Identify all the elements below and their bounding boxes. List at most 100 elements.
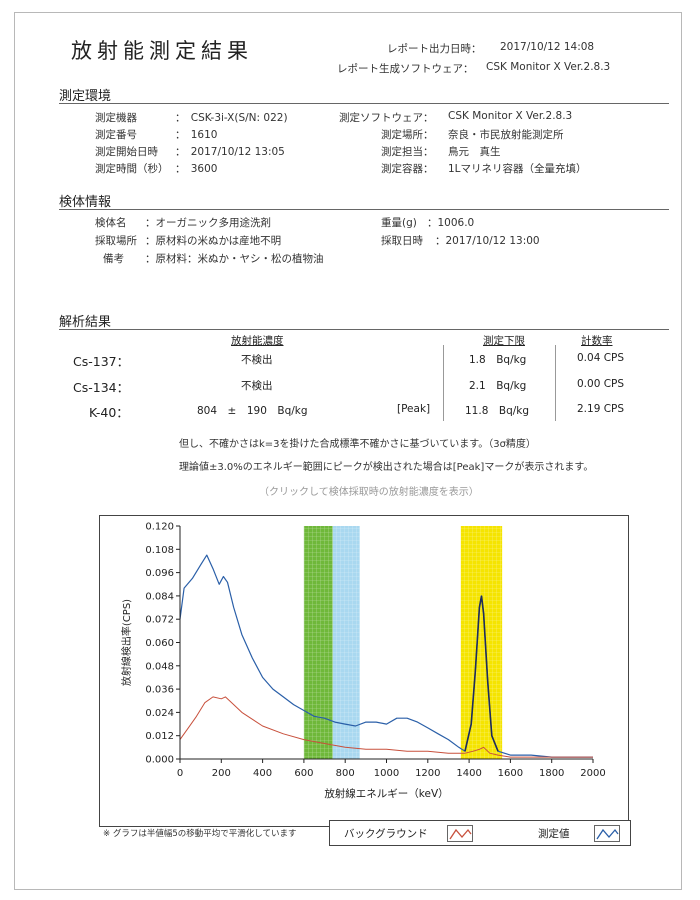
spectrum-chart: 0.000 0.012 0.024 0.036 0.048 0.060 0.072 0.084… <box>99 515 629 827</box>
nuclide-label: Cs-134： <box>73 380 130 395</box>
nuclide-label: K-40： <box>89 405 129 420</box>
measured-series-line <box>179 554 593 758</box>
env-value-container: 1Lマリネリ容器（全量充填） <box>448 163 587 175</box>
x-tick-label: 1600 <box>498 768 523 779</box>
energy-band-hatch-2 <box>460 526 503 759</box>
energy-band-hatch-0 <box>303 526 333 759</box>
legend-background-label: バックグラウンド <box>344 828 428 840</box>
report-software-label: レポート生成ソフトウェア： <box>337 63 474 75</box>
report-software-value: CSK Monitor X Ver.2.8.3 <box>486 61 611 73</box>
env-label-number: 測定番号 <box>95 129 137 141</box>
concentration-value: 804 ± 190 Bq/kg <box>197 405 308 417</box>
env-label-device: 測定機器 <box>95 112 137 124</box>
uncertainty-note: 但し、不確かさはk=3を掛けた合成標準不確かさに基づいています。（3σ精度） <box>179 439 536 450</box>
legend-background-swatch <box>447 825 473 842</box>
y-tick-label: 0.096 <box>145 568 174 579</box>
env-value-staff: 鳥元 真生 <box>448 146 501 158</box>
col-header-count-rate: 計数率 <box>581 335 613 347</box>
analysis-heading: 解析結果 <box>59 315 112 330</box>
env-value-location: 奈良・市民放射能測定所 <box>448 129 564 141</box>
sample-value-date: ：2017/10/12 13:00 <box>435 235 540 247</box>
background-series-line <box>179 696 593 758</box>
detection-limit-value: 1.8 Bq/kg <box>469 354 527 366</box>
env-label-staff: 測定担当： <box>381 146 434 158</box>
y-tick-label: 0.084 <box>145 591 174 602</box>
concentration-value: 不検出 <box>241 354 273 366</box>
measurement-env-heading: 測定環境 <box>59 89 112 104</box>
sample-label-remarks: 備考 <box>103 253 124 265</box>
sample-value-weight: ：1006.0 <box>427 217 475 229</box>
count-rate-value: 2.19 CPS <box>577 403 625 415</box>
legend-background-line-icon <box>449 828 472 840</box>
env-value-duration: ： 3600 <box>175 163 218 175</box>
nuclide-label: Cs-137： <box>73 354 130 369</box>
env-value-start: ： 2017/10/12 13:05 <box>175 146 285 158</box>
page-title: 放射能測定結果 <box>71 39 253 63</box>
chart-legend: バックグラウンド 測定値 <box>329 820 631 846</box>
x-tick-label: 800 <box>336 768 355 779</box>
chart-axes: 0.000 0.012 0.024 0.036 0.048 0.060 0.072 0.084… <box>145 522 605 780</box>
sample-value-remarks: ：原材料：米ぬか・ヤシ・松の植物油 <box>145 253 324 265</box>
sample-label-date: 採取日時 <box>381 235 423 247</box>
peak-marker: [Peak] <box>397 403 431 415</box>
y-axis-label: 放射線検出率(CPS) <box>120 599 133 686</box>
y-tick-label: 0.036 <box>145 685 174 696</box>
env-label-location: 測定場所： <box>381 129 434 141</box>
y-tick-label: 0.120 <box>145 522 174 533</box>
legend-measured-swatch <box>594 825 620 842</box>
spectrum-chart-svg: 0.000 0.012 0.024 0.036 0.048 0.060 0.072 0.084… <box>120 522 606 801</box>
env-value-device: ： CSK-3i-X(S/N: 022) <box>175 112 288 124</box>
env-label-container: 測定容器： <box>381 163 434 175</box>
detection-limit-value: 11.8 Bq/kg <box>465 405 530 417</box>
env-value-number: ： 1610 <box>175 129 218 141</box>
output-datetime-label: レポート出力日時： <box>387 43 482 55</box>
sample-label-name: 検体名 <box>95 217 127 229</box>
x-tick-label: 600 <box>294 768 313 779</box>
y-tick-label: 0.000 <box>145 755 174 766</box>
k40-peak-line <box>464 595 499 752</box>
output-datetime-value: 2017/10/12 14:08 <box>500 41 595 53</box>
legend-measured-line-icon <box>596 828 619 840</box>
peak-note: 理論値±3.0%のエネルギー範囲にピークが検出された場合は[Peak]マークが表… <box>179 462 594 473</box>
section-divider <box>59 329 669 330</box>
energy-bands <box>303 526 503 759</box>
x-tick-label: 0 <box>177 768 183 779</box>
y-tick-label: 0.048 <box>145 661 174 672</box>
y-tick-label: 0.024 <box>145 708 174 719</box>
col-header-concentration: 放射能濃度 <box>231 335 284 347</box>
env-label-software: 測定ソフトウェア： <box>339 112 434 124</box>
energy-band-hatch-1 <box>332 526 360 759</box>
x-tick-label: 200 <box>212 768 231 779</box>
x-tick-label: 1000 <box>374 768 399 779</box>
x-tick-label: 2000 <box>580 768 605 779</box>
table-divider <box>555 345 556 421</box>
sample-label-weight: 重量(g) <box>381 217 417 229</box>
sample-label-place: 採取場所 <box>95 235 137 247</box>
detection-limit-value: 2.1 Bq/kg <box>469 380 527 392</box>
table-divider <box>443 345 444 421</box>
count-rate-value: 0.00 CPS <box>577 378 625 390</box>
show-sampling-concentration-link[interactable]: （クリックして検体採取時の放射能濃度を表示） <box>259 487 479 498</box>
section-divider <box>59 209 669 210</box>
col-header-detection-limit: 測定下限 <box>483 335 525 347</box>
y-tick-label: 0.012 <box>145 731 174 742</box>
env-value-software: CSK Monitor X Ver.2.8.3 <box>448 110 573 122</box>
x-tick-label: 1800 <box>539 768 564 779</box>
x-tick-label: 400 <box>253 768 272 779</box>
sample-value-place: ：原材料の米ぬかは産地不明 <box>145 235 282 247</box>
env-label-duration: 測定時間（秒） <box>95 163 169 175</box>
series-lines <box>179 554 593 758</box>
section-divider <box>59 103 669 104</box>
count-rate-value: 0.04 CPS <box>577 352 625 364</box>
sample-value-name: ：オーガニック多用途洗剤 <box>145 217 271 229</box>
x-tick-label: 1400 <box>456 768 481 779</box>
x-tick-label: 1200 <box>415 768 440 779</box>
report-page: 放射能測定結果 レポート出力日時： 2017/10/12 14:08 レポート生… <box>14 12 682 890</box>
legend-measured-label: 測定値 <box>538 828 570 840</box>
sample-info-heading: 検体情報 <box>59 195 112 210</box>
smoothing-note: ※ グラフは半値幅5の移動平均で平滑化しています <box>103 829 297 839</box>
y-tick-label: 0.060 <box>145 638 174 649</box>
y-tick-label: 0.072 <box>145 615 174 626</box>
y-tick-label: 0.108 <box>145 545 174 556</box>
env-label-start: 測定開始日時 <box>95 146 158 158</box>
